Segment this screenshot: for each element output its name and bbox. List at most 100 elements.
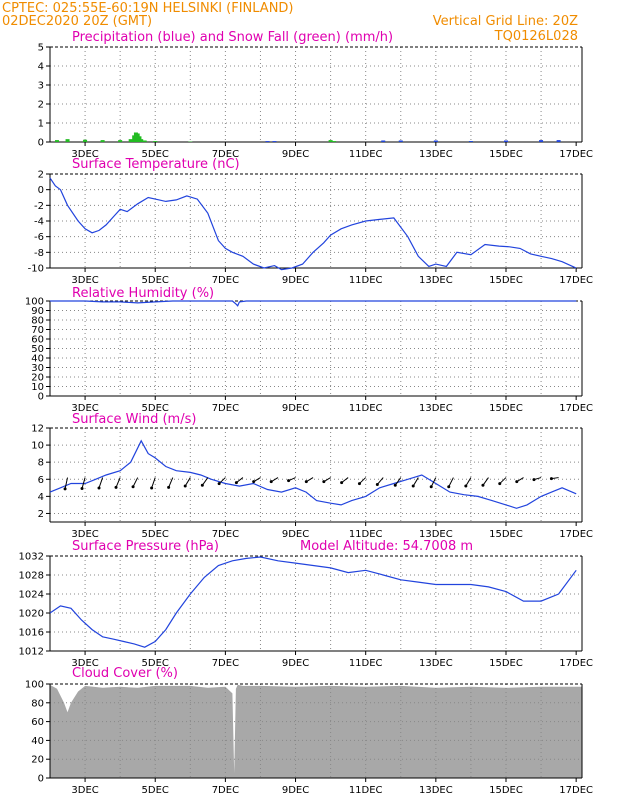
x-tick-label: 11DEC xyxy=(349,529,383,540)
wind-arrow-head xyxy=(304,480,308,484)
x-tick-label: 17DEC xyxy=(559,149,593,160)
y-tick-label: 40 xyxy=(31,736,44,747)
y-tick-label: 1020 xyxy=(19,609,44,620)
wind-arrow xyxy=(394,477,402,486)
y-tick-label: 40 xyxy=(31,354,44,365)
snow-bar xyxy=(128,139,133,142)
wind-arrow-head xyxy=(131,485,135,489)
wind-arrow-head xyxy=(481,483,485,487)
wind-arrow xyxy=(412,477,419,487)
rain-bar xyxy=(468,141,473,142)
y-tick-label: -8 xyxy=(34,248,44,259)
x-tick-label: 9DEC xyxy=(282,529,309,540)
x-tick-label: 3DEC xyxy=(71,529,98,540)
pressure-title: Surface Pressure (hPa) xyxy=(72,539,219,554)
x-tick-label: 7DEC xyxy=(212,403,239,414)
y-tick-label: 30 xyxy=(31,363,44,374)
rain-bar xyxy=(272,141,277,142)
x-tick-label: 13DEC xyxy=(419,785,453,796)
y-tick-label: 70 xyxy=(31,325,44,336)
wind-arrow xyxy=(448,477,454,487)
y-tick-label: 80 xyxy=(31,698,44,709)
y-tick-label: -2 xyxy=(34,201,44,212)
humidity-title: Relative Humidity (%) xyxy=(72,286,214,301)
wind-arrow-head xyxy=(357,482,361,486)
x-tick-label: 3DEC xyxy=(71,149,98,160)
y-tick-label: -6 xyxy=(34,232,44,243)
y-tick-label: 3 xyxy=(38,81,44,92)
x-tick-label: 9DEC xyxy=(282,658,309,669)
rain-bar xyxy=(381,140,386,142)
y-tick-label: 1028 xyxy=(19,571,44,582)
wind-arrow-head xyxy=(234,481,238,485)
y-tick-label: 0 xyxy=(38,138,44,149)
pressure-line xyxy=(49,556,577,648)
wind-arrow xyxy=(98,477,104,489)
precip-title: Precipitation (blue) and Snow Fall (gree… xyxy=(72,30,393,45)
snow-bar xyxy=(118,140,123,142)
x-tick-label: 9DEC xyxy=(282,785,309,796)
rain-bar xyxy=(398,140,403,142)
y-tick-label: 2 xyxy=(38,509,44,520)
x-tick-label: 5DEC xyxy=(142,275,169,286)
wind-arrow-head xyxy=(63,487,67,491)
x-tick-label: 11DEC xyxy=(349,275,383,286)
y-tick-label: 1016 xyxy=(19,628,44,639)
x-tick-label: 5DEC xyxy=(142,403,169,414)
y-tick-label: 2 xyxy=(38,170,44,181)
wind-arrow-head xyxy=(252,480,256,484)
rain-bar xyxy=(539,140,544,142)
y-tick-label: 20 xyxy=(31,373,44,384)
y-tick-label: 90 xyxy=(31,306,44,317)
wind-arrow-head xyxy=(80,486,84,490)
header-grid-line: Vertical Grid Line: 20Z xyxy=(433,14,578,29)
wind-arrow xyxy=(81,477,86,489)
wind-arrow-head xyxy=(217,482,221,486)
y-tick-label: 100 xyxy=(25,680,44,691)
y-tick-label: 10 xyxy=(31,382,44,393)
y-tick-label: 1032 xyxy=(19,552,44,563)
wind-arrow-head xyxy=(515,480,519,484)
wind-arrow xyxy=(168,477,174,488)
wind-arrow-head xyxy=(114,485,118,489)
snow-bar xyxy=(332,141,337,142)
snow-bar xyxy=(142,140,147,142)
x-tick-label: 15DEC xyxy=(489,275,523,286)
wind-arrow-head xyxy=(269,480,273,484)
x-tick-label: 15DEC xyxy=(489,529,523,540)
temperature-line xyxy=(49,177,577,271)
header-location: CPTEC: 025:55E-60:19N HELSINKI (FINLAND) xyxy=(2,1,294,16)
x-tick-label: 13DEC xyxy=(419,529,453,540)
wind-arrow xyxy=(465,477,472,487)
rain-bar xyxy=(556,140,561,142)
x-tick-label: 15DEC xyxy=(489,149,523,160)
x-tick-label: 9DEC xyxy=(282,275,309,286)
y-tick-label: 2 xyxy=(38,100,44,111)
wind-arrow-head xyxy=(549,477,553,481)
x-tick-label: 17DEC xyxy=(559,275,593,286)
x-tick-label: 11DEC xyxy=(349,785,383,796)
wind-arrow xyxy=(376,477,384,485)
rain-bar xyxy=(265,141,270,142)
model-altitude-label: Model Altitude: 54.7008 m xyxy=(300,539,473,554)
y-tick-label: 5 xyxy=(38,43,44,54)
rain-bar xyxy=(504,140,508,142)
x-tick-label: 9DEC xyxy=(282,403,309,414)
x-tick-label: 5DEC xyxy=(142,149,169,160)
x-tick-label: 7DEC xyxy=(212,658,239,669)
y-tick-label: 0 xyxy=(38,392,44,403)
wind-arrow-head xyxy=(340,481,344,485)
header-model: TQ0126L028 xyxy=(494,29,578,44)
snow-bar xyxy=(55,140,60,142)
cloud-cover-area xyxy=(50,684,582,778)
wind-arrow-head xyxy=(464,484,468,488)
x-tick-label: 5DEC xyxy=(142,785,169,796)
wind-arrow xyxy=(201,477,209,486)
y-tick-label: 1 xyxy=(38,119,44,130)
x-tick-label: 15DEC xyxy=(489,658,523,669)
wind-arrow xyxy=(132,477,139,487)
y-tick-label: 6 xyxy=(38,475,44,486)
wind-arrow xyxy=(482,477,489,486)
x-tick-label: 15DEC xyxy=(489,785,523,796)
